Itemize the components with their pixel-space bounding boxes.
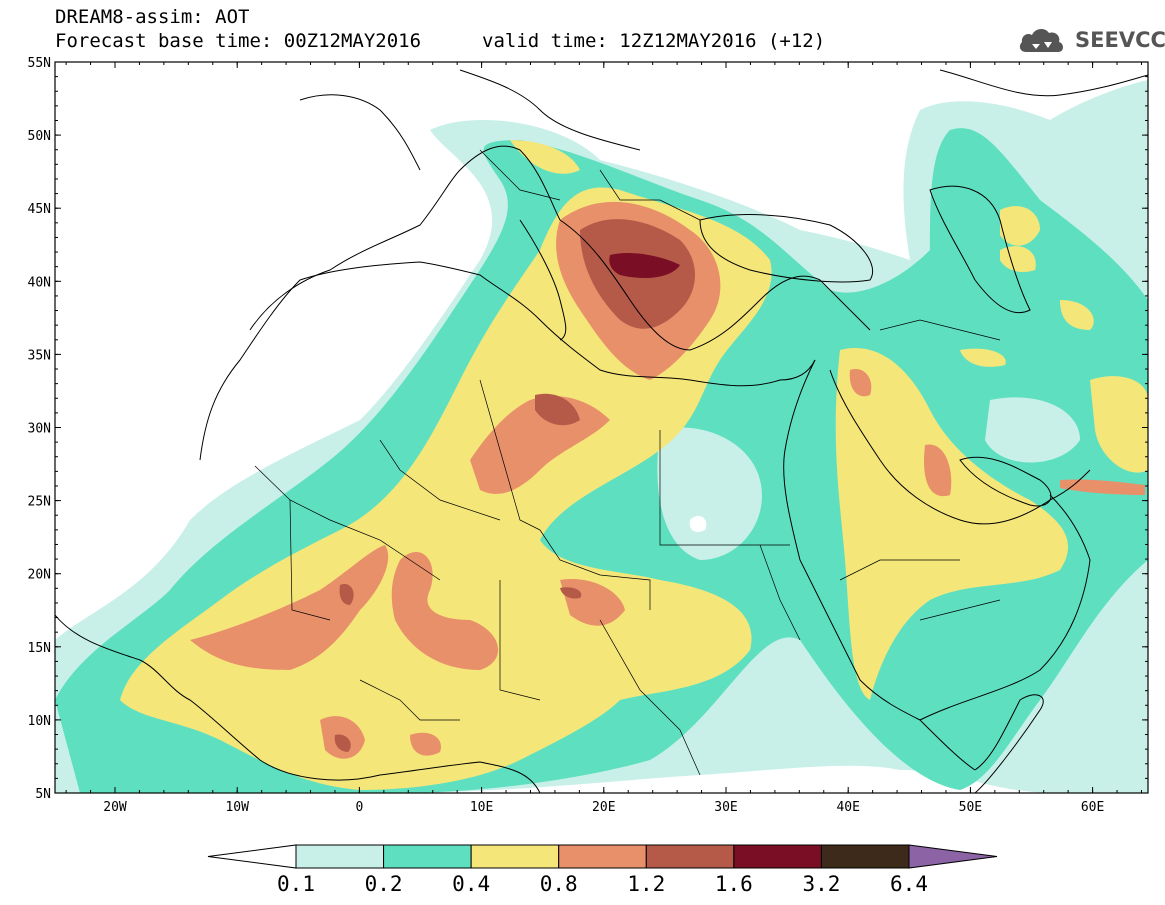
- aot-hole: [985, 397, 1080, 463]
- colorbar-segment: [383, 844, 472, 869]
- aot-level-1-2: [339, 584, 354, 605]
- colorbar-label: 0.1: [277, 872, 315, 896]
- aot-level-0-4: [1000, 206, 1040, 246]
- aot-hole: [657, 427, 762, 560]
- colorbar-segment: [207, 844, 297, 869]
- map-title: DREAM8-assim: AOT: [55, 6, 250, 28]
- colorbar-label: 0.2: [365, 872, 403, 896]
- longitude-ticks: [65, 62, 1142, 793]
- colorbar-segment: [733, 844, 822, 869]
- lat-label: 35N: [28, 348, 51, 363]
- colorbar-segment: [558, 844, 647, 869]
- colorbar-segment: [908, 844, 998, 869]
- aot-contours: [55, 69, 1148, 793]
- lon-label: 30E: [714, 800, 737, 815]
- lat-label: 15N: [28, 641, 51, 656]
- lon-label: 0: [355, 800, 363, 815]
- lat-label: 50N: [28, 129, 51, 144]
- aot-level-0-8: [849, 369, 872, 397]
- colorbar-label: 3.2: [802, 872, 840, 896]
- colorbar-label: 0.4: [452, 872, 490, 896]
- lon-label: 10W: [225, 800, 249, 815]
- colorbar: [207, 844, 998, 869]
- aot-level-0-4: [1090, 376, 1148, 473]
- logo-text: SEEVCCC: [1075, 28, 1165, 52]
- lat-label: 55N: [28, 56, 51, 71]
- colorbar-segment: [645, 844, 735, 869]
- borders: [254, 149, 1001, 776]
- lon-label: 60E: [1081, 800, 1104, 815]
- lon-label: 20E: [592, 800, 615, 815]
- coastlines: [55, 69, 1148, 793]
- lat-label: 45N: [28, 202, 51, 217]
- lon-label: 40E: [836, 800, 859, 815]
- aot-level-0-8: [190, 545, 389, 670]
- lat-label: 5N: [35, 787, 51, 802]
- colorbar-label: 6.4: [890, 872, 928, 896]
- aot-level-0-4: [510, 140, 580, 174]
- aot-level-1-6: [609, 253, 680, 278]
- colorbar-label: 0.8: [540, 872, 578, 896]
- aot-level-1-2: [334, 734, 351, 752]
- colorbar-label: 1.2: [627, 872, 665, 896]
- aot-level-0-4: [1060, 300, 1094, 330]
- aot-level-0-8: [924, 444, 952, 497]
- latitude-labels: 55N 50N 45N 40N 35N 30N 25N 20N 15N 10N 5N: [28, 56, 51, 802]
- lat-label: 10N: [28, 714, 51, 729]
- aot-level-0-4: [960, 348, 1006, 367]
- aot-level-1-2: [535, 393, 580, 426]
- lon-label: 10E: [470, 800, 493, 815]
- colorbar-labels: 0.1 0.2 0.4 0.8 1.2 1.6 3.2 6.4: [277, 872, 928, 896]
- aot-level-0-8: [1060, 479, 1145, 495]
- cloud-icon: [1019, 29, 1063, 52]
- lat-label: 25N: [28, 495, 51, 510]
- lat-label: 20N: [28, 568, 51, 583]
- colorbar-label: 1.6: [715, 872, 753, 896]
- aot-hole: [689, 515, 707, 532]
- colorbar-segment: [820, 844, 910, 869]
- valid-time: valid time: 12Z12MAY2016 (+12): [482, 30, 826, 52]
- latitude-ticks: [55, 61, 1148, 794]
- lat-label: 40N: [28, 275, 51, 290]
- lat-label: 30N: [28, 422, 51, 437]
- aot-level-1-2: [560, 587, 582, 599]
- colorbar-segment: [295, 844, 385, 869]
- aot-level-0-8: [410, 732, 441, 756]
- lon-label: 50E: [959, 800, 982, 815]
- colorbar-segment: [470, 844, 560, 869]
- aot-level-0-8: [391, 551, 499, 670]
- longitude-labels: 20W 10W 0 10E 20E 30E 40E 50E 60E: [103, 800, 1104, 815]
- lon-label: 20W: [103, 800, 127, 815]
- forecast-base-time: Forecast base time: 00Z12MAY2016: [55, 30, 422, 52]
- aot-level-0-4: [835, 348, 1069, 700]
